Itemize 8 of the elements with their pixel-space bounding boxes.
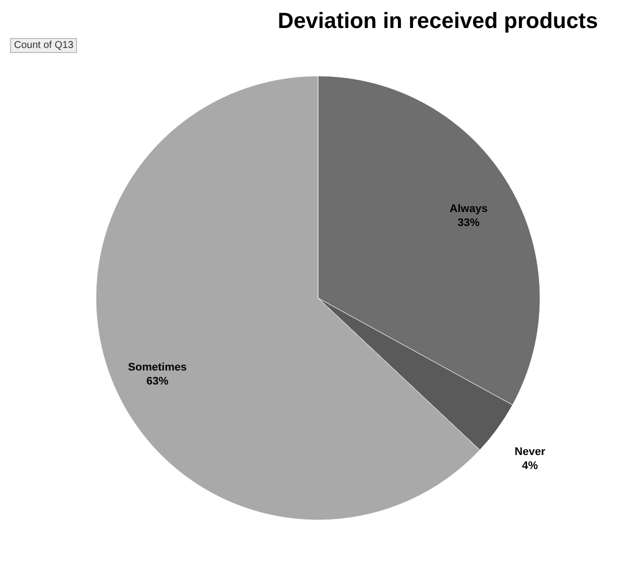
slice-label: Sometimes bbox=[128, 362, 187, 374]
slice-label: Never bbox=[514, 446, 546, 458]
data-label: 33% bbox=[458, 216, 480, 229]
text: Count of Q13 bbox=[10, 38, 78, 53]
slice-label: Always bbox=[450, 202, 488, 215]
chart-title: Deviation in received products bbox=[278, 8, 598, 33]
data-label: 63% bbox=[146, 376, 169, 388]
data-label: 4% bbox=[522, 460, 538, 472]
